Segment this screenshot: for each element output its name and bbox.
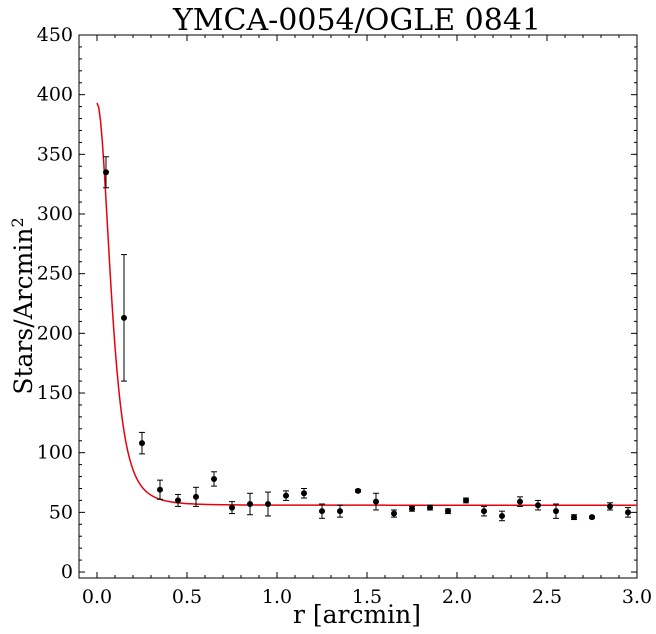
data-point [265, 491, 271, 517]
y-tick-label: 50 [49, 501, 73, 523]
data-point [139, 431, 145, 455]
x-tick-labels: 0.0 0.5 1.0 1.5 2.0 2.5 3.0 [82, 586, 652, 608]
y-tick-label: 400 [37, 84, 73, 106]
data-point [625, 507, 631, 518]
axis-ticks [78, 34, 638, 578]
data-marker [283, 492, 289, 499]
y-tick-label: 100 [37, 442, 73, 464]
data-point [481, 505, 487, 517]
x-tick-label: 1.5 [352, 586, 382, 608]
data-point [463, 497, 469, 504]
data-marker [463, 497, 469, 504]
data-marker [391, 510, 397, 517]
data-marker [157, 486, 163, 493]
x-tick-label: 2.0 [442, 586, 472, 608]
data-point [589, 514, 595, 521]
data-point [319, 503, 325, 519]
data-marker [103, 169, 109, 176]
data-point [229, 501, 235, 515]
data-marker [175, 497, 181, 504]
data-point [553, 503, 559, 519]
data-point [409, 505, 415, 512]
data-point [607, 502, 613, 511]
data-marker [373, 498, 379, 505]
data-points [103, 156, 631, 522]
data-marker [355, 487, 361, 494]
data-marker [607, 503, 613, 510]
y-tick-label: 0 [61, 561, 73, 583]
data-marker [589, 514, 595, 521]
y-axis-label: Stars/Arcmin2 [8, 217, 38, 394]
data-point [337, 504, 343, 518]
plot-frame [78, 34, 638, 579]
data-marker [481, 508, 487, 515]
x-tick-label: 0.0 [82, 586, 112, 608]
data-point [391, 509, 397, 518]
data-marker [571, 514, 577, 521]
data-point [499, 510, 505, 522]
x-tick-label: 0.5 [172, 586, 202, 608]
data-point [301, 487, 307, 499]
x-tick-label: 1.0 [262, 586, 292, 608]
data-marker [265, 501, 271, 508]
data-marker [427, 504, 433, 511]
x-tick-label: 3.0 [622, 586, 652, 608]
data-marker [319, 508, 325, 515]
data-marker [445, 508, 451, 515]
fit-curve [96, 102, 637, 506]
data-marker [247, 501, 253, 508]
data-point [193, 486, 199, 507]
data-marker [553, 508, 559, 515]
data-marker [121, 314, 127, 321]
y-tick-label: 450 [37, 24, 73, 46]
y-tick-label: 300 [37, 203, 73, 225]
data-marker [409, 505, 415, 512]
data-marker [193, 493, 199, 500]
data-point [535, 499, 541, 511]
chart-title: YMCA-0054/OGLE 0841 [172, 3, 541, 38]
data-marker [337, 508, 343, 515]
data-point [571, 514, 577, 521]
data-marker [535, 502, 541, 509]
data-point [211, 471, 217, 487]
y-tick-label: 350 [37, 143, 73, 165]
data-point [283, 490, 289, 501]
data-point [157, 479, 163, 500]
data-marker [211, 475, 217, 482]
y-tick-label: 250 [37, 263, 73, 285]
data-point [121, 254, 127, 382]
data-point [427, 504, 433, 511]
data-marker [499, 512, 505, 519]
data-marker [139, 440, 145, 447]
data-marker [517, 498, 523, 505]
data-point [103, 156, 109, 189]
data-marker [625, 509, 631, 516]
data-marker [301, 490, 307, 497]
x-tick-label: 2.5 [532, 586, 562, 608]
data-marker [229, 504, 235, 511]
data-point [247, 492, 253, 516]
data-point [355, 487, 361, 494]
y-tick-label: 150 [37, 382, 73, 404]
x-axis-label: r [arcmin] [293, 600, 421, 629]
data-point [373, 492, 379, 511]
data-point [175, 493, 181, 507]
data-point [445, 508, 451, 515]
y-tick-labels: 0 50 100 150 200 250 300 350 400 450 [37, 24, 73, 583]
y-tick-label: 200 [37, 322, 73, 344]
data-point [517, 496, 523, 507]
